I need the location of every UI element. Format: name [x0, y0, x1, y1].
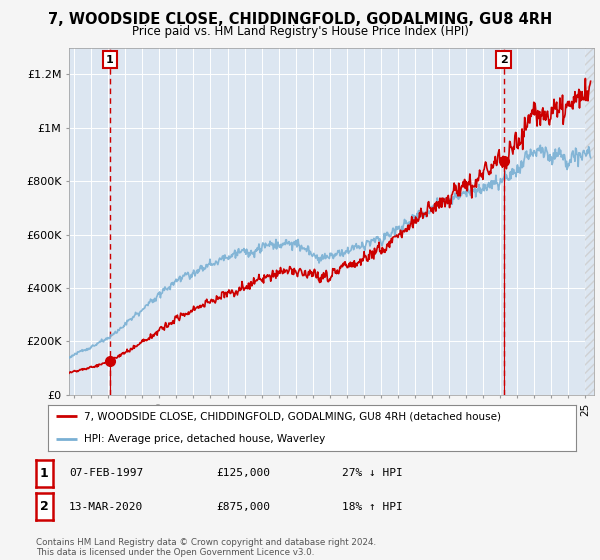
Text: 7, WOODSIDE CLOSE, CHIDDINGFOLD, GODALMING, GU8 4RH (detached house): 7, WOODSIDE CLOSE, CHIDDINGFOLD, GODALMI…: [84, 412, 501, 421]
Text: Price paid vs. HM Land Registry's House Price Index (HPI): Price paid vs. HM Land Registry's House …: [131, 25, 469, 38]
Text: 1: 1: [40, 466, 49, 480]
Text: 2: 2: [40, 500, 49, 514]
Text: 13-MAR-2020: 13-MAR-2020: [69, 502, 143, 512]
Text: HPI: Average price, detached house, Waverley: HPI: Average price, detached house, Wave…: [84, 435, 325, 444]
Text: £125,000: £125,000: [216, 468, 270, 478]
Text: 18% ↑ HPI: 18% ↑ HPI: [342, 502, 403, 512]
Text: 07-FEB-1997: 07-FEB-1997: [69, 468, 143, 478]
Text: 7, WOODSIDE CLOSE, CHIDDINGFOLD, GODALMING, GU8 4RH: 7, WOODSIDE CLOSE, CHIDDINGFOLD, GODALMI…: [48, 12, 552, 27]
Text: 27% ↓ HPI: 27% ↓ HPI: [342, 468, 403, 478]
Text: 2: 2: [500, 54, 508, 64]
Text: 1: 1: [106, 54, 114, 64]
Text: Contains HM Land Registry data © Crown copyright and database right 2024.
This d: Contains HM Land Registry data © Crown c…: [36, 538, 376, 557]
Text: £875,000: £875,000: [216, 502, 270, 512]
